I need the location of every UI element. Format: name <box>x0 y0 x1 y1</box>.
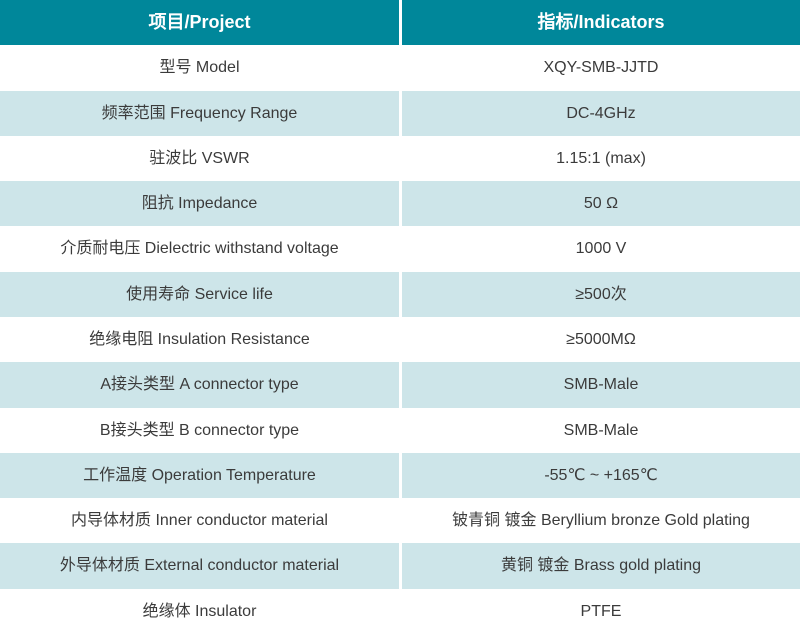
column-divider <box>399 362 402 408</box>
indicator-cell: -55℃ ~ +165℃ <box>402 452 800 499</box>
table-row: 阻抗 Impedance 50 Ω <box>0 181 800 227</box>
column-divider <box>399 498 402 544</box>
column-divider <box>399 135 402 182</box>
project-cell: B接头类型 B connector type <box>0 407 399 453</box>
project-cell: 使用寿命 Service life <box>0 271 399 317</box>
column-divider <box>399 543 402 589</box>
indicator-cell: SMB-Male <box>402 362 800 408</box>
project-cell: 驻波比 VSWR <box>0 135 399 182</box>
indicator-cell: XQY-SMB-JJTD <box>402 45 800 91</box>
table-row: 内导体材质 Inner conductor material 铍青铜 镀金 Be… <box>0 498 800 544</box>
indicator-cell: PTFE <box>402 588 800 634</box>
project-cell: 内导体材质 Inner conductor material <box>0 498 399 544</box>
indicator-cell: 铍青铜 镀金 Beryllium bronze Gold plating <box>402 498 800 544</box>
indicator-cell: 1.15:1 (max) <box>402 135 800 182</box>
indicator-cell: SMB-Male <box>402 407 800 453</box>
header-project: 项目/Project <box>0 0 399 46</box>
table-row: 绝缘电阻 Insulation Resistance ≥5000MΩ <box>0 316 800 363</box>
column-divider <box>399 0 402 46</box>
column-divider <box>399 90 402 136</box>
project-cell: 绝缘电阻 Insulation Resistance <box>0 316 399 363</box>
table-row: B接头类型 B connector type SMB-Male <box>0 407 800 453</box>
table-row: 外导体材质 External conductor material 黄铜 镀金 … <box>0 543 800 589</box>
table-row: 介质耐电压 Dielectric withstand voltage 1000 … <box>0 226 800 272</box>
project-cell: 绝缘体 Insulator <box>0 588 399 634</box>
column-divider <box>399 588 402 634</box>
table-row: 驻波比 VSWR 1.15:1 (max) <box>0 135 800 182</box>
column-divider <box>399 271 402 317</box>
header-indicator: 指标/Indicators <box>402 0 800 46</box>
project-cell: 型号 Model <box>0 45 399 91</box>
indicator-cell: DC-4GHz <box>402 90 800 136</box>
table-row: 使用寿命 Service life ≥500次 <box>0 271 800 317</box>
column-divider <box>399 45 402 91</box>
column-divider <box>399 452 402 499</box>
column-divider <box>399 316 402 363</box>
table-row: 频率范围 Frequency Range DC-4GHz <box>0 90 800 136</box>
indicator-cell: 1000 V <box>402 226 800 272</box>
column-divider <box>399 407 402 453</box>
table-row: 工作温度 Operation Temperature -55℃ ~ +165℃ <box>0 452 800 499</box>
table-row: 绝缘体 Insulator PTFE <box>0 588 800 634</box>
table-row: A接头类型 A connector type SMB-Male <box>0 362 800 408</box>
column-divider <box>399 226 402 272</box>
project-cell: 频率范围 Frequency Range <box>0 90 399 136</box>
project-cell: 外导体材质 External conductor material <box>0 543 399 589</box>
indicator-cell: ≥5000MΩ <box>402 316 800 363</box>
table-row: 型号 Model XQY-SMB-JJTD <box>0 45 800 91</box>
column-divider <box>399 181 402 227</box>
project-cell: A接头类型 A connector type <box>0 362 399 408</box>
indicator-cell: 黄铜 镀金 Brass gold plating <box>402 543 800 589</box>
indicator-cell: 50 Ω <box>402 181 800 227</box>
project-cell: 介质耐电压 Dielectric withstand voltage <box>0 226 399 272</box>
project-cell: 工作温度 Operation Temperature <box>0 452 399 499</box>
indicator-cell: ≥500次 <box>402 271 800 317</box>
project-cell: 阻抗 Impedance <box>0 181 399 227</box>
table-header-row: 项目/Project 指标/Indicators <box>0 0 800 46</box>
